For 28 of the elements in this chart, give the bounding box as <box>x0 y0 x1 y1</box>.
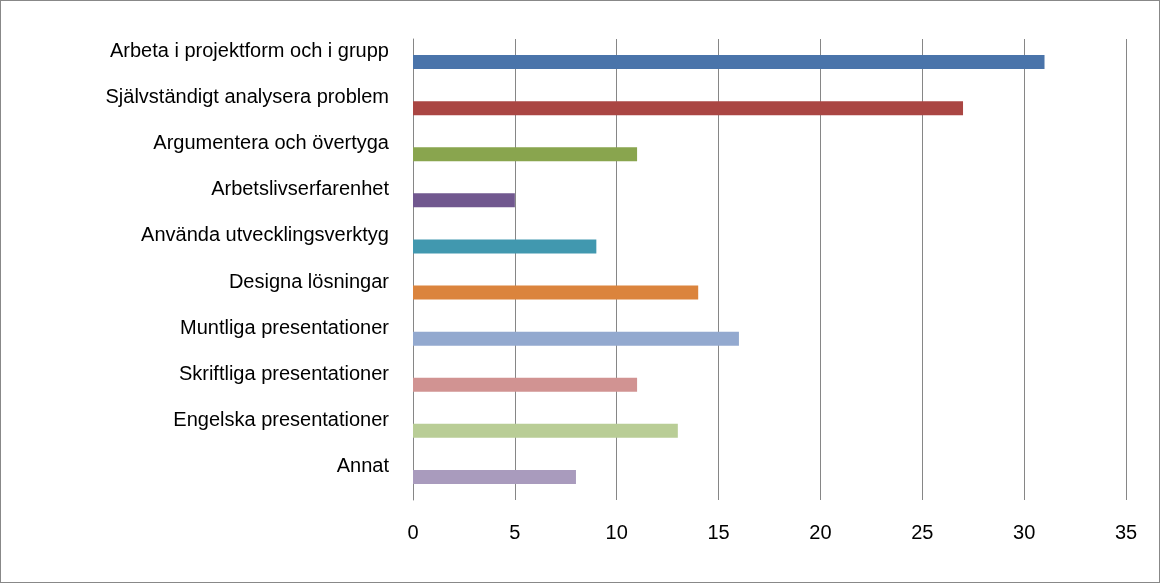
x-tick-label: 30 <box>1013 521 1036 543</box>
y-tick-label: Muntliga presentationer <box>179 315 390 338</box>
x-tick-label: 20 <box>809 521 832 543</box>
x-tick-label: 5 <box>509 521 521 543</box>
x-tick-label: 35 <box>1114 521 1138 543</box>
y-tick-label: Självständigt analysera problem <box>105 85 389 108</box>
bar <box>413 193 515 208</box>
bar <box>413 423 678 438</box>
y-tick-label: Annat <box>336 453 390 476</box>
bar <box>413 101 964 116</box>
y-tick-label: Arbetslivserfarenhet <box>211 177 390 200</box>
bar <box>413 285 699 300</box>
y-tick-label: Designa lösningar <box>228 269 390 292</box>
y-tick-label: Skriftliga presentationer <box>178 361 390 384</box>
y-tick-label: Argumentera och övertyga <box>153 131 390 154</box>
bar <box>413 469 576 484</box>
x-tick-label: 10 <box>605 521 628 543</box>
y-tick-label: Engelska presentationer <box>173 407 390 430</box>
bar <box>413 377 638 392</box>
bar <box>413 239 597 254</box>
x-tick-label: 25 <box>911 521 934 543</box>
x-tick-label: 15 <box>707 521 730 543</box>
y-tick-label: Arbeta i projektform och i grupp <box>109 39 389 62</box>
x-tick-label: 0 <box>407 521 419 543</box>
bar <box>413 147 638 162</box>
bar <box>413 55 1045 70</box>
bar <box>413 331 739 346</box>
y-tick-label: Använda utvecklingsverktyg <box>141 223 389 246</box>
